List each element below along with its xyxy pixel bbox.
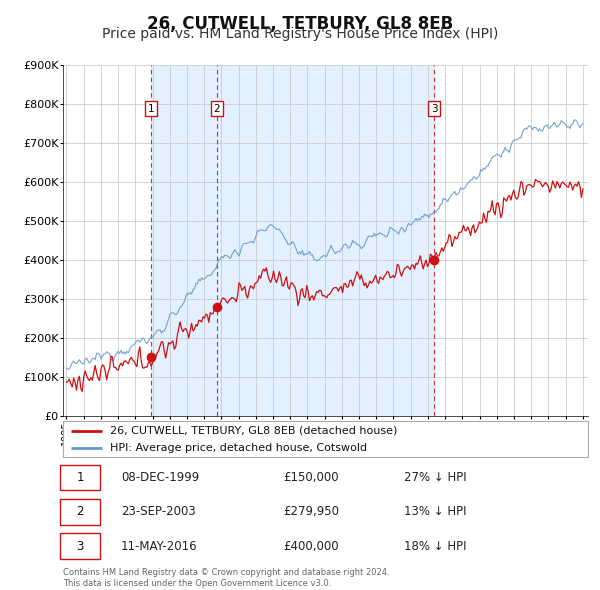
Text: 2: 2 [76,505,84,519]
FancyBboxPatch shape [61,499,100,525]
Text: 23-SEP-2003: 23-SEP-2003 [121,505,196,519]
Text: 26, CUTWELL, TETBURY, GL8 8EB: 26, CUTWELL, TETBURY, GL8 8EB [147,15,453,33]
FancyBboxPatch shape [63,421,588,457]
Text: 1: 1 [76,471,84,484]
Bar [151,65,434,416]
Text: HPI: Average price, detached house, Cotswold: HPI: Average price, detached house, Cots… [110,443,367,453]
Text: Price paid vs. HM Land Registry's House Price Index (HPI): Price paid vs. HM Land Registry's House … [102,27,498,41]
Text: £150,000: £150,000 [284,471,339,484]
Text: 1: 1 [148,104,155,114]
Text: 18% ↓ HPI: 18% ↓ HPI [404,540,467,553]
Text: £400,000: £400,000 [284,540,339,553]
Text: 26, CUTWELL, TETBURY, GL8 8EB (detached house): 26, CUTWELL, TETBURY, GL8 8EB (detached … [110,425,398,435]
FancyBboxPatch shape [61,464,100,490]
Text: 3: 3 [76,540,84,553]
Text: 13% ↓ HPI: 13% ↓ HPI [404,505,467,519]
Text: 08-DEC-1999: 08-DEC-1999 [121,471,199,484]
Text: £279,950: £279,950 [284,505,340,519]
Text: Contains HM Land Registry data © Crown copyright and database right 2024.
This d: Contains HM Land Registry data © Crown c… [63,568,389,588]
Text: 11-MAY-2016: 11-MAY-2016 [121,540,197,553]
FancyBboxPatch shape [61,533,100,559]
Text: 27% ↓ HPI: 27% ↓ HPI [404,471,467,484]
Text: 3: 3 [431,104,437,114]
Text: 2: 2 [214,104,220,114]
